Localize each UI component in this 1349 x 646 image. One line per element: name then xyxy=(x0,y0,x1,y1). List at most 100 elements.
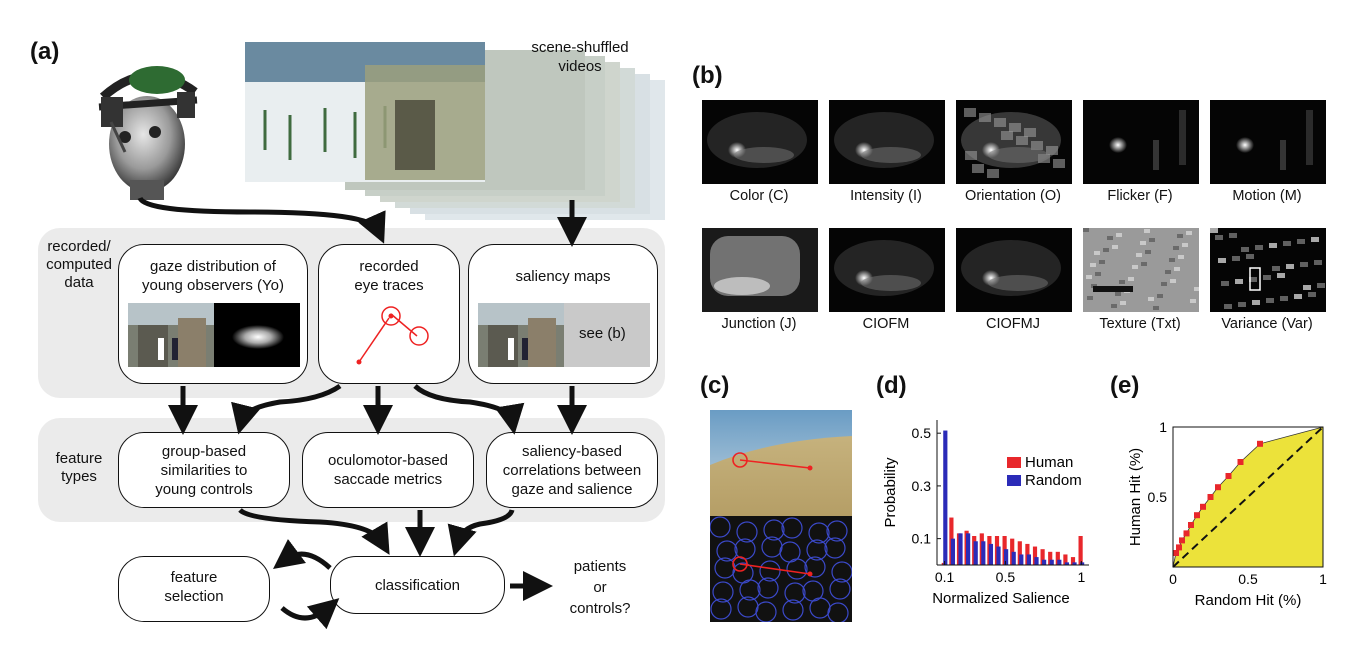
group-based-box: group-based similarities to young contro… xyxy=(118,432,290,508)
bar-random xyxy=(1034,557,1039,565)
gaze-distribution-title: gaze distribution of young observers (Yo… xyxy=(141,258,285,294)
random-fixation-circle xyxy=(710,516,731,538)
bar-human xyxy=(1070,557,1076,565)
y-tick-label: 1 xyxy=(1159,419,1167,435)
feature-map-caption: Intensity (I) xyxy=(850,188,922,204)
random-fixation-circle xyxy=(826,520,848,542)
feature-map-image xyxy=(829,228,945,312)
bar-random xyxy=(966,533,971,565)
bar-random xyxy=(1011,551,1016,565)
flow-arrows xyxy=(137,196,587,630)
roc-point xyxy=(1200,503,1206,510)
random-fixation-circle xyxy=(824,537,846,559)
y-axis-label: Probability xyxy=(882,457,899,528)
random-fixation-circle xyxy=(712,581,734,603)
roc-curve-chart: 0 0.5 1 0.5 1 Random Hit (%) Human Hit (%) xyxy=(1127,419,1327,609)
bar-random xyxy=(1049,559,1054,565)
feature-map-5: Motion (M) xyxy=(1208,98,1326,216)
saliency-thumbnail-images xyxy=(478,303,650,367)
roc-point xyxy=(1225,473,1232,479)
feature-selection-title: feature selection xyxy=(164,569,224,605)
roc-point xyxy=(1207,494,1214,500)
oculomotor-title: oculomotor-based saccade metrics xyxy=(327,452,449,488)
bar-human xyxy=(1078,536,1083,565)
bar-random xyxy=(958,533,963,565)
random-fixation-circle xyxy=(781,517,803,539)
eye-trace-sketch xyxy=(356,306,429,365)
bar-random xyxy=(1026,554,1032,565)
see-b-label: see (b) xyxy=(579,325,626,342)
feature-map-8: CIOFMJ xyxy=(954,226,1072,344)
y-tick-label: 0.5 xyxy=(1148,489,1168,505)
x-axis-label: Random Hit (%) xyxy=(1195,592,1302,609)
feature-map-caption: Variance (Var) xyxy=(1221,316,1313,332)
feature-map-caption: Orientation (O) xyxy=(965,188,1061,204)
feature-map-caption: Color (C) xyxy=(729,188,789,204)
classification-box: classification xyxy=(330,556,505,614)
bar-human xyxy=(1032,546,1038,565)
outcome-label: patients or controls? xyxy=(569,558,631,617)
panel-c-images xyxy=(710,410,852,622)
x-tick-label: 1 xyxy=(1078,569,1086,585)
random-fixation-circle xyxy=(831,561,852,583)
roc-point xyxy=(1179,537,1185,544)
panel-a-label: (a) xyxy=(30,38,60,65)
roc-point xyxy=(1183,530,1190,537)
feature-map-4: Flicker (F) xyxy=(1081,98,1199,216)
legend-swatch xyxy=(1007,457,1021,468)
random-fixation-circle xyxy=(804,556,826,578)
y-tick-label: 0.3 xyxy=(912,478,932,494)
feature-map-6: Junction (J) xyxy=(700,226,818,344)
bar-human xyxy=(1017,541,1022,565)
panel-c-label: (c) xyxy=(700,372,730,399)
feature-map-caption: Junction (J) xyxy=(721,316,797,332)
random-fixation-circle xyxy=(782,599,804,621)
x-tick-label: 1 xyxy=(1319,571,1327,587)
eye-tracker-head-image xyxy=(98,66,198,200)
x-tick-label: 0.5 xyxy=(996,569,1016,585)
panel-b-label: (b) xyxy=(692,62,723,89)
random-fixation-circle xyxy=(755,601,777,622)
bar-random xyxy=(1004,549,1009,565)
y-tick-label: 0.1 xyxy=(912,531,932,547)
random-fixation-circle xyxy=(739,579,761,601)
x-tick-label: 0 xyxy=(1169,571,1177,587)
recorded-eye-traces-title: recorded eye traces xyxy=(354,258,424,294)
feature-map-1: Color (C) xyxy=(700,98,818,216)
saliency-correlation-box: saliency-based correlations between gaze… xyxy=(486,432,658,508)
random-fixation-circle xyxy=(759,560,781,582)
y-axis-label: Human Hit (%) xyxy=(1127,448,1144,546)
bar-random xyxy=(1019,554,1024,565)
bar-human xyxy=(1055,551,1060,565)
feature-map-2: Intensity (I) xyxy=(827,98,945,216)
bar-human xyxy=(1048,551,1053,565)
saliency-maps-title: saliency maps xyxy=(515,268,611,285)
roc-point xyxy=(1176,544,1182,551)
y-tick-label: 0.5 xyxy=(912,425,932,441)
feature-map-caption: CIOFMJ xyxy=(986,316,1040,332)
feature-map-image xyxy=(956,228,1072,312)
random-fixation-circle xyxy=(808,522,830,544)
random-fixation-circle xyxy=(716,540,738,562)
gaze-distribution-box: gaze distribution of young observers (Yo… xyxy=(118,244,308,384)
random-fixation-circle xyxy=(736,521,758,543)
feature-map-image xyxy=(1210,228,1326,312)
random-fixation-circle xyxy=(806,539,828,561)
roc-point xyxy=(1194,512,1200,519)
feature-map-image xyxy=(829,100,945,184)
recorded-eye-traces-box: recorded eye traces xyxy=(318,244,460,384)
scene-shuffled-video-frames xyxy=(245,42,665,220)
x-axis-label: Normalized Salience xyxy=(932,590,1070,607)
random-fixation-circle xyxy=(827,602,849,622)
feature-map-3: Orientation (O) xyxy=(954,98,1072,216)
random-fixation-circle xyxy=(763,519,785,541)
bar-random xyxy=(973,541,978,565)
feature-map-image xyxy=(956,100,1072,184)
classification-title: classification xyxy=(374,577,461,594)
bar-human xyxy=(1040,549,1045,565)
bar-random xyxy=(988,543,994,565)
feature-map-image xyxy=(702,100,818,184)
feature-maps-grid: Color (C) Intensity (I) Orientation (O) Fli… xyxy=(700,98,1330,348)
random-fixation-circle xyxy=(829,578,851,600)
bar-random xyxy=(1057,559,1062,565)
